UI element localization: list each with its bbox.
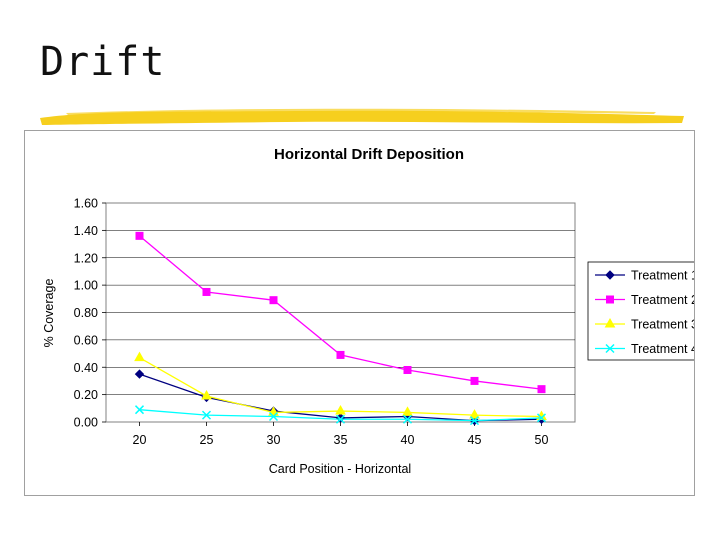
data-point <box>202 287 211 296</box>
legend-label: Treatment 4 <box>631 342 694 356</box>
y-tick-label: 1.60 <box>74 197 98 211</box>
y-axis-label: % Coverage <box>42 279 56 348</box>
data-point <box>134 369 145 379</box>
legend-label: Treatment 3 <box>631 318 694 332</box>
legend-marker <box>605 343 615 354</box>
x-axis-label: Card Position - Horizontal <box>269 462 411 476</box>
legend-box <box>587 261 694 361</box>
x-tick-label: 25 <box>200 433 214 447</box>
data-point <box>469 416 480 426</box>
x-tick-label: 20 <box>133 433 147 447</box>
x-tick-label: 40 <box>401 433 415 447</box>
data-point <box>135 231 144 240</box>
y-tick-label: 0.60 <box>74 333 98 347</box>
data-point <box>469 409 480 419</box>
data-point <box>134 351 145 362</box>
x-tick-label: 45 <box>468 433 482 447</box>
data-point <box>537 385 546 394</box>
line-chart: Horizontal Drift Deposition 0.00 0.20 0.40… <box>42 146 694 476</box>
data-point <box>402 414 413 424</box>
legend-marker <box>605 270 615 280</box>
y-tick-label: 0.80 <box>74 306 98 320</box>
legend-marker <box>604 317 616 328</box>
x-axis-ticks: 20 25 30 35 40 45 50 <box>133 422 549 447</box>
data-point <box>470 376 479 385</box>
data-point <box>134 405 145 415</box>
slide-title: Drift <box>40 39 166 85</box>
title-underline-brushstroke <box>40 108 684 125</box>
data-point <box>335 405 346 415</box>
chart-title: Horizontal Drift Deposition <box>274 146 464 163</box>
x-tick-label: 35 <box>334 433 348 447</box>
data-point <box>403 365 412 374</box>
data-point <box>269 296 278 305</box>
y-tick-label: 0.40 <box>74 361 98 375</box>
data-point <box>201 410 212 420</box>
y-tick-label: 1.00 <box>74 279 98 293</box>
legend: Treatment 1 Treatment 2 Treatment 3 Treatme… <box>587 261 694 361</box>
y-axis-ticks: 0.00 0.20 0.40 0.60 0.80 1.00 1.20 1.40 1.60 <box>74 197 106 430</box>
x-tick-label: 30 <box>267 433 281 447</box>
x-tick-label: 50 <box>535 433 549 447</box>
series-layer <box>134 231 547 426</box>
legend-marker <box>606 295 614 304</box>
legend-label: Treatment 1 <box>631 269 694 283</box>
data-point <box>536 413 547 423</box>
data-point <box>201 389 212 400</box>
data-point <box>335 414 346 424</box>
y-tick-label: 0.20 <box>74 388 98 402</box>
data-point <box>268 411 279 422</box>
legend-label: Treatment 2 <box>631 293 694 307</box>
y-tick-label: 1.40 <box>74 224 98 238</box>
gridlines <box>106 230 575 395</box>
data-point <box>402 406 413 416</box>
y-tick-label: 0.00 <box>74 416 98 430</box>
y-tick-label: 1.20 <box>74 251 98 265</box>
chart-area: Horizontal Drift Deposition 0.00 0.20 0.40… <box>24 130 695 496</box>
data-point <box>336 350 345 359</box>
